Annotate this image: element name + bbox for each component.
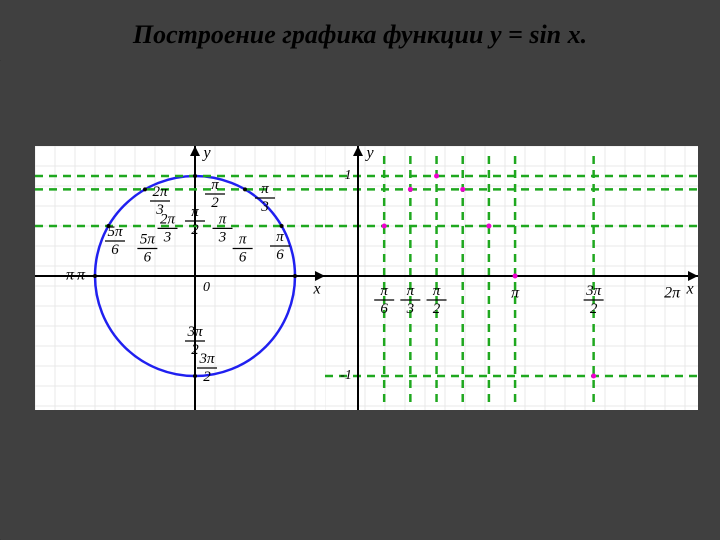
svg-text:π: π xyxy=(66,267,75,284)
svg-text:y: y xyxy=(201,146,211,162)
svg-text:π: π xyxy=(380,283,388,299)
svg-text:y: y xyxy=(364,146,374,162)
slide: { "title": "Построение графика функции y… xyxy=(0,0,720,540)
svg-text:2π: 2π xyxy=(160,212,176,228)
svg-text:x: x xyxy=(685,281,693,298)
svg-text:π: π xyxy=(433,283,441,299)
svg-text:π: π xyxy=(511,285,520,302)
svg-text:2: 2 xyxy=(211,195,219,211)
svg-text:x: x xyxy=(312,281,320,298)
svg-text:π: π xyxy=(211,177,219,193)
svg-text:3: 3 xyxy=(406,301,415,317)
svg-text:6: 6 xyxy=(239,250,247,266)
unit-circle-svg: xy0π6π3π22π35π6π3π2π6π3π22π35π6π3π2 xyxy=(35,146,325,410)
svg-text:π: π xyxy=(276,229,284,245)
svg-text:6: 6 xyxy=(111,242,119,258)
svg-text:2π: 2π xyxy=(152,184,168,200)
unit-circle-panel: xy0π6π3π22π35π6π3π2π6π3π22π35π6π3π2 xyxy=(35,146,325,410)
page-title: Построение графика функции y = sin x. xyxy=(0,20,720,50)
sine-graph-panel: xy1-1π6π3π2π3π22π xyxy=(325,146,698,410)
svg-text:2: 2 xyxy=(191,342,199,358)
svg-text:π: π xyxy=(261,181,269,197)
svg-text:π: π xyxy=(191,204,199,220)
svg-text:5π: 5π xyxy=(107,224,123,240)
svg-text:2: 2 xyxy=(433,301,441,317)
sine-graph-svg: xy1-1π6π3π2π3π22π xyxy=(325,146,698,410)
svg-text:3π: 3π xyxy=(198,351,215,367)
svg-text:π: π xyxy=(77,267,86,284)
svg-text:2π: 2π xyxy=(664,285,681,302)
svg-text:-1: -1 xyxy=(340,368,352,383)
svg-text:2: 2 xyxy=(191,222,199,238)
svg-text:3π: 3π xyxy=(186,324,203,340)
svg-text:6: 6 xyxy=(144,250,152,266)
svg-text:6: 6 xyxy=(380,301,388,317)
svg-text:3: 3 xyxy=(163,230,172,246)
svg-text:5π: 5π xyxy=(140,232,156,248)
svg-text:3π: 3π xyxy=(585,283,602,299)
svg-text:3: 3 xyxy=(260,199,269,215)
svg-text:6: 6 xyxy=(276,247,284,263)
svg-text:π: π xyxy=(239,232,247,248)
svg-text:2: 2 xyxy=(203,369,211,385)
svg-text:2: 2 xyxy=(590,301,598,317)
svg-text:0: 0 xyxy=(203,280,210,295)
svg-text:1: 1 xyxy=(345,168,352,183)
svg-text:3: 3 xyxy=(218,230,227,246)
svg-text:π: π xyxy=(219,212,227,228)
svg-text:π: π xyxy=(407,283,415,299)
